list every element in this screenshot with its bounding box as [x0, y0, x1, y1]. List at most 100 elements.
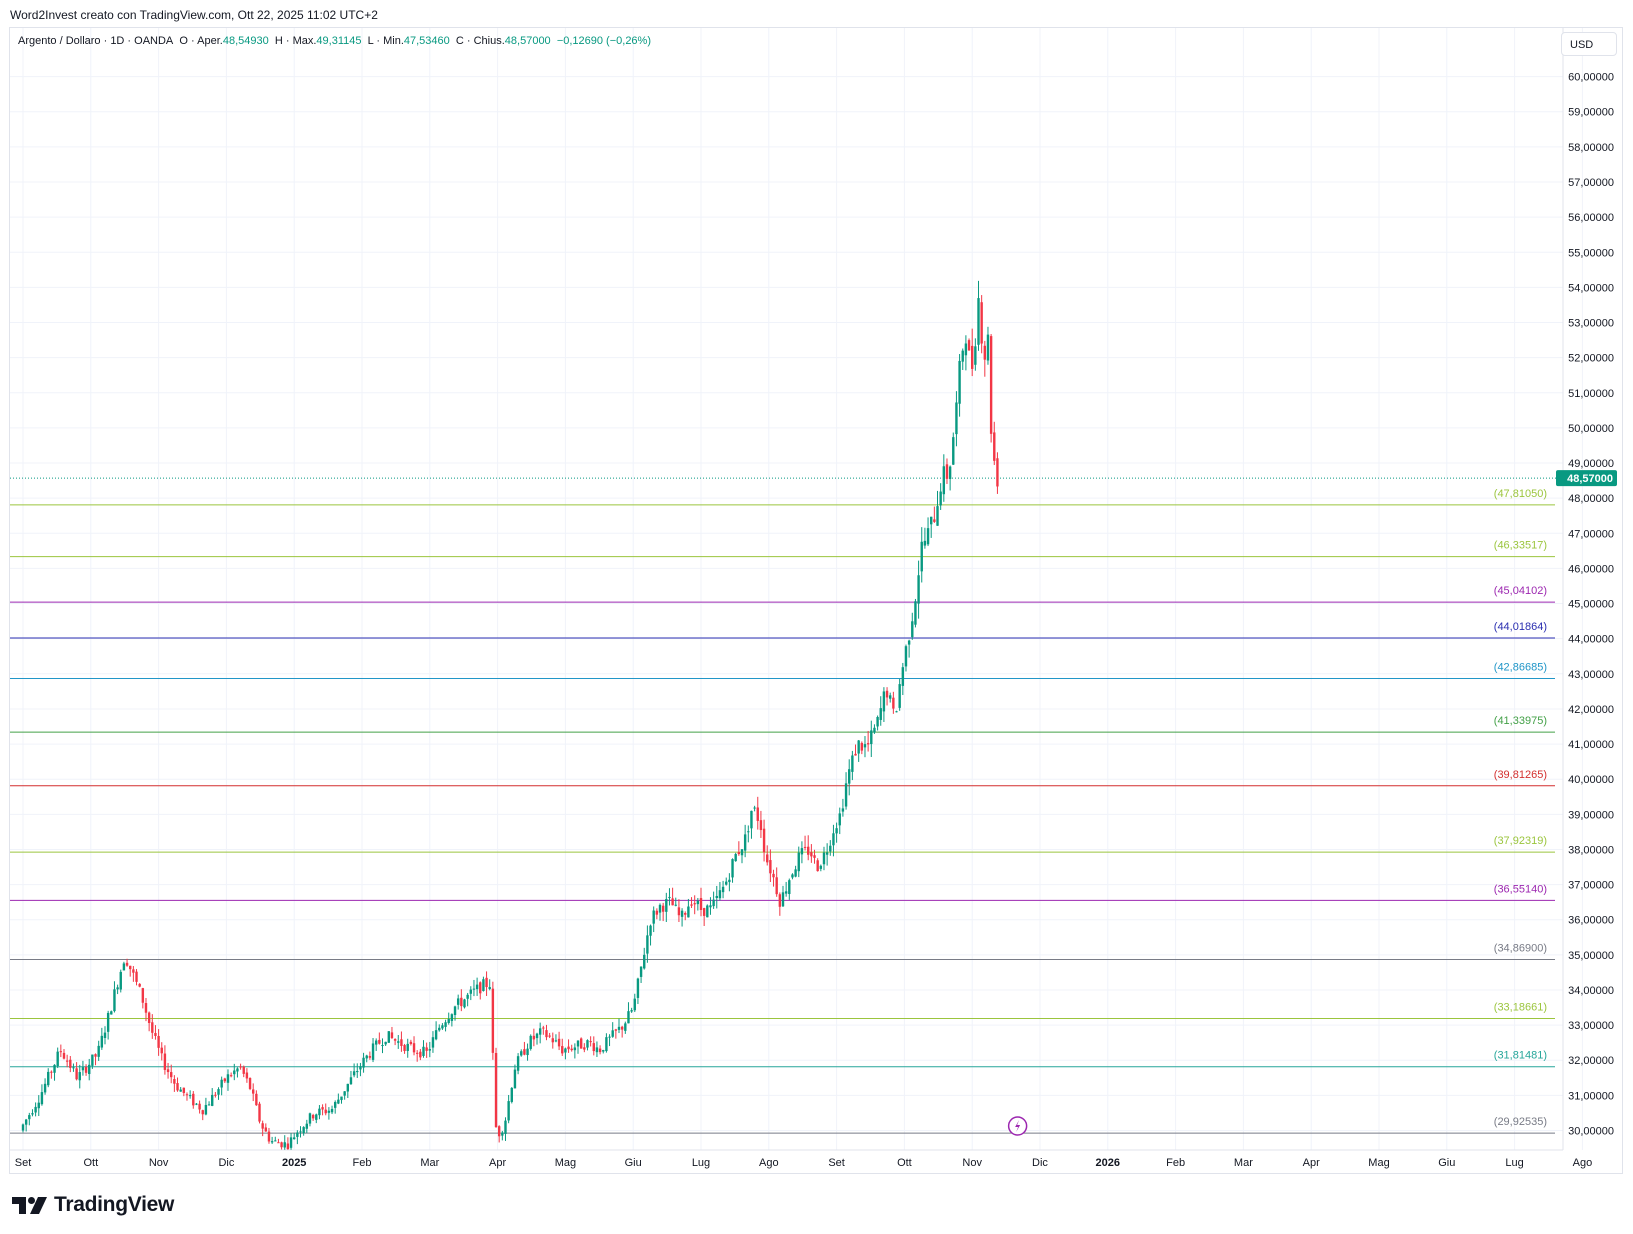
candle-body — [693, 903, 696, 905]
candle-body — [333, 1101, 337, 1108]
x-tick-label: Giu — [1438, 1157, 1455, 1169]
candle-body — [352, 1071, 356, 1076]
candle-body — [270, 1141, 274, 1143]
candle-body — [901, 667, 905, 686]
legend-change: −0,12690 (−0,26%) — [556, 35, 651, 47]
legend-close: 48,57000 — [504, 35, 551, 47]
candle-body — [318, 1108, 321, 1116]
candle-body — [655, 910, 659, 915]
candle-body — [690, 904, 693, 906]
candle-body — [65, 1060, 69, 1062]
candle-body — [494, 1052, 498, 1128]
candle-body — [542, 1027, 545, 1029]
candle-body — [639, 966, 643, 977]
candle-body — [72, 1067, 75, 1069]
x-tick-label: Apr — [1303, 1157, 1320, 1169]
x-tick-label: Feb — [353, 1157, 372, 1169]
candle-body — [967, 340, 971, 351]
x-tick-label: Dic — [1032, 1157, 1048, 1169]
candle-body — [611, 1030, 614, 1037]
candle-body — [750, 810, 753, 829]
candle-body — [450, 1014, 454, 1021]
candle-body — [907, 640, 911, 645]
candle-body — [904, 646, 908, 667]
candle-body — [488, 987, 491, 990]
candle-body — [854, 753, 857, 756]
x-tick-label: Ott — [83, 1157, 98, 1169]
x-tick-label: Feb — [1166, 1157, 1185, 1169]
candle-body — [37, 1102, 40, 1109]
candle-body — [939, 491, 942, 506]
candle-body — [192, 1093, 195, 1106]
candle-body — [800, 848, 804, 855]
candle-body — [456, 998, 460, 1005]
candle-body — [538, 1028, 542, 1035]
candle-body — [734, 854, 737, 862]
candle-body — [160, 1047, 163, 1054]
candle-body — [479, 982, 482, 994]
candle-body — [264, 1127, 268, 1132]
candle-body — [207, 1104, 211, 1106]
candle-body — [857, 740, 860, 754]
candle-body — [163, 1053, 167, 1070]
currency-button[interactable]: USD — [1561, 32, 1617, 56]
candle-body — [59, 1051, 63, 1053]
level-label: (42,86685) — [1494, 661, 1547, 673]
candle-body — [889, 695, 892, 699]
candle-body — [561, 1046, 564, 1054]
x-tick-label: Ago — [1573, 1157, 1593, 1169]
candle-body — [211, 1094, 214, 1106]
legend-open: 48,54930 — [222, 35, 269, 47]
x-tick-label: 2025 — [282, 1157, 306, 1169]
legend-high: 49,31145 — [316, 35, 362, 47]
candle-body — [870, 730, 873, 745]
candle-body — [226, 1074, 230, 1083]
candle-body — [797, 852, 800, 872]
candle-body — [665, 899, 668, 912]
candle-body — [170, 1072, 173, 1078]
candle-body — [34, 1106, 37, 1113]
candle-body — [882, 691, 886, 712]
candle-body — [652, 910, 655, 924]
last-price-badge — [1556, 470, 1617, 487]
candle-body — [557, 1038, 561, 1047]
candle-body — [330, 1108, 334, 1113]
candle-body — [971, 345, 974, 369]
candle-body — [428, 1049, 431, 1051]
candle-body — [444, 1022, 447, 1027]
y-tick-label: 60,00000 — [1568, 72, 1614, 84]
candle-body — [825, 852, 829, 855]
candle-body — [280, 1142, 283, 1148]
candle-body — [740, 849, 744, 856]
candle-body — [403, 1045, 406, 1051]
candle-body — [343, 1091, 346, 1096]
candle-body — [88, 1064, 91, 1075]
candle-body — [201, 1110, 204, 1115]
legend-open-label: O · Aper. — [179, 35, 223, 47]
candle-body — [182, 1087, 186, 1094]
candle-body — [400, 1039, 403, 1046]
candle-body — [706, 905, 709, 918]
candle-body — [712, 899, 715, 907]
x-tick-label: Mag — [555, 1157, 576, 1169]
candle-body — [286, 1143, 290, 1150]
candle-body — [141, 988, 145, 1003]
y-tick-label: 49,00000 — [1568, 458, 1614, 470]
candle-body — [766, 854, 769, 863]
candle-body — [125, 962, 129, 966]
candle-body — [97, 1045, 100, 1057]
candle-body — [166, 1069, 170, 1073]
candle-body — [762, 828, 766, 853]
candle-body — [989, 336, 993, 434]
candle-body — [923, 540, 927, 546]
candle-body — [617, 1026, 621, 1030]
candle-body — [926, 528, 930, 545]
candle-body — [759, 820, 763, 831]
y-tick-label: 45,00000 — [1568, 599, 1614, 611]
candle-body — [236, 1068, 239, 1072]
candle-body — [822, 852, 826, 865]
candle-body — [217, 1089, 220, 1095]
tradingview-logo[interactable]: TradingView — [12, 1193, 174, 1217]
candle-body — [466, 994, 469, 999]
